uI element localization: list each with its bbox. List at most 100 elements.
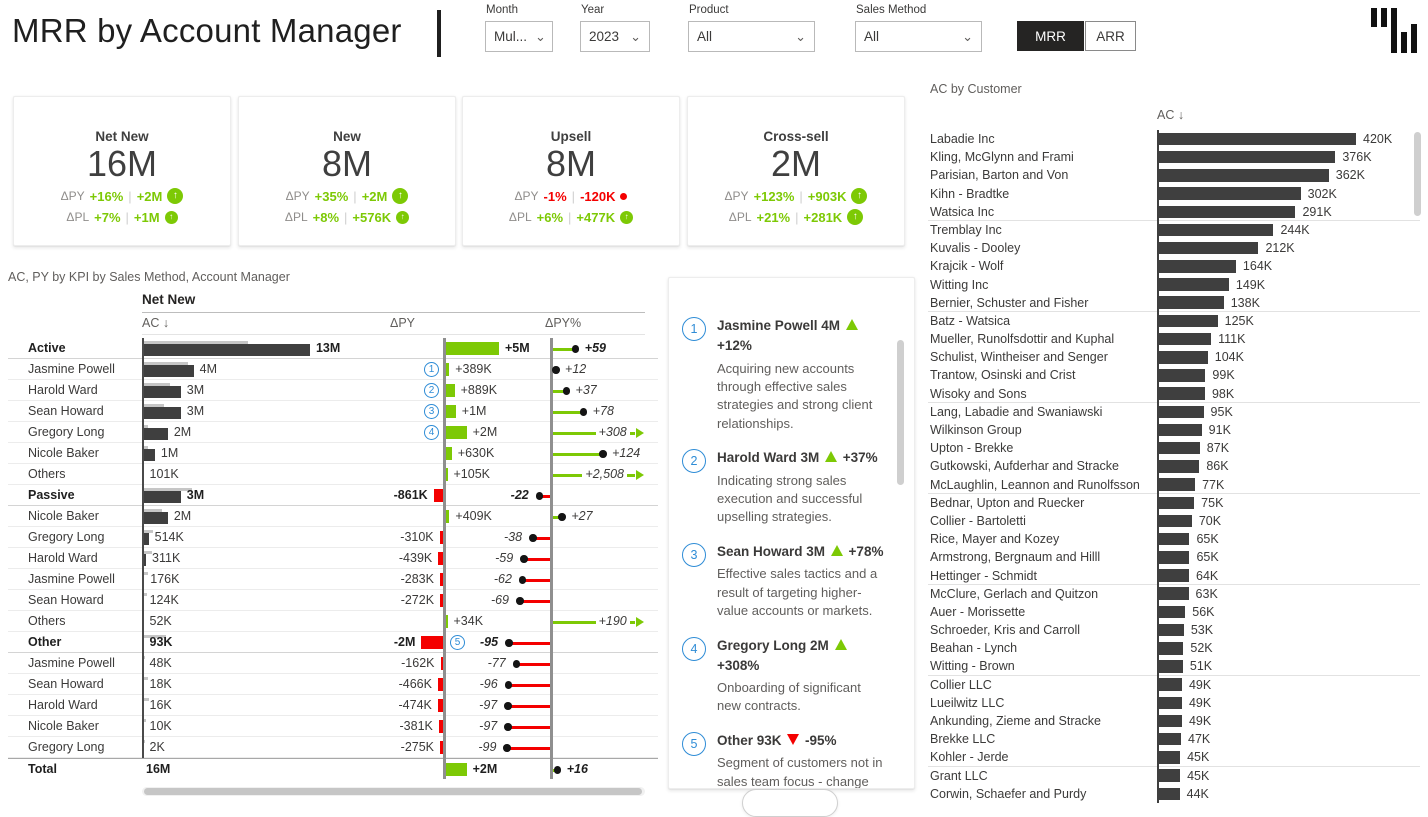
toggle-button-arr[interactable]: ARR <box>1085 21 1136 51</box>
pct-lollipop[interactable] <box>550 453 603 456</box>
customer-bar[interactable] <box>1159 150 1336 164</box>
customer-row[interactable]: Kling, McGlynn and Frami 376K <box>928 148 1420 166</box>
dpy-bar[interactable] <box>437 678 443 691</box>
ac-bar[interactable] <box>142 385 181 398</box>
customer-row[interactable]: Watsica Inc 291K <box>928 203 1420 221</box>
dpy-bar[interactable] <box>445 363 450 376</box>
customer-bar[interactable] <box>1159 169 1329 182</box>
ac-bar[interactable] <box>142 532 149 545</box>
customer-row[interactable]: Hettinger - Schmidt 64K <box>928 567 1420 585</box>
customer-bar[interactable] <box>1159 387 1205 400</box>
ac-bar[interactable] <box>142 364 194 377</box>
customer-row[interactable]: Trantow, Osinski and Crist 99K <box>928 366 1420 384</box>
customer-column-header-ac[interactable]: AC ↓ <box>1157 108 1185 122</box>
customer-row[interactable]: McClure, Gerlach and Quitzon 63K <box>928 585 1420 603</box>
toggle-button-mrr[interactable]: MRR <box>1017 21 1084 51</box>
py-bar[interactable] <box>142 445 148 449</box>
customer-row[interactable]: Labadie Inc 420K <box>928 130 1420 148</box>
ac-bar[interactable] <box>142 448 155 461</box>
dpy-bar[interactable] <box>445 468 448 481</box>
dpy-bar[interactable] <box>421 636 443 649</box>
page-nav-button[interactable] <box>742 789 838 817</box>
table-row[interactable]: Nicole Baker 1M +630K +124 <box>8 443 658 464</box>
customer-bar[interactable] <box>1159 714 1182 728</box>
pct-lollipop[interactable] <box>509 726 550 729</box>
pct-lollipop[interactable] <box>550 769 557 772</box>
customer-bar[interactable] <box>1159 532 1190 546</box>
customer-row[interactable]: Rice, Mayer and Kozey 65K <box>928 530 1420 548</box>
dpy-bar[interactable] <box>433 489 443 502</box>
insights-scrollbar-thumb[interactable] <box>897 340 904 485</box>
customer-bar[interactable] <box>1159 514 1192 528</box>
customer-bar[interactable] <box>1159 441 1200 455</box>
customer-bar[interactable] <box>1159 642 1184 655</box>
table-row[interactable]: Harold Ward 3M +889K 2 +37 <box>8 380 658 401</box>
customer-bar[interactable] <box>1159 769 1181 782</box>
table-row[interactable]: Other 93K -2M 5 -95 <box>8 632 658 653</box>
customer-row[interactable]: Kihn - Bradtke 302K <box>928 185 1420 203</box>
table-row[interactable]: Sean Howard 124K -272K -69 <box>8 590 658 611</box>
customer-bar[interactable] <box>1159 278 1229 291</box>
py-bar[interactable] <box>142 592 148 596</box>
customer-bar[interactable] <box>1159 496 1195 510</box>
customer-row[interactable]: Auer - Morissette 56K <box>928 603 1420 621</box>
pct-lollipop[interactable] <box>517 663 550 666</box>
dpy-bar[interactable] <box>438 720 443 733</box>
py-bar[interactable] <box>142 424 149 428</box>
table-row[interactable]: Harold Ward 16K -474K -97 <box>8 695 658 716</box>
pct-lollipop[interactable] <box>523 579 550 582</box>
dpy-bar[interactable] <box>440 657 443 670</box>
ac-bar[interactable] <box>142 490 181 503</box>
pct-lollipop[interactable] <box>525 558 550 561</box>
pct-lollipop[interactable] <box>540 495 550 498</box>
py-bar[interactable] <box>142 697 149 701</box>
customer-row[interactable]: Batz - Watsica 125K <box>928 312 1420 330</box>
pct-lollipop[interactable] <box>521 600 550 603</box>
ac-bar[interactable] <box>142 343 310 356</box>
py-bar[interactable] <box>142 382 171 386</box>
customer-row[interactable]: Krajcik - Wolf 164K <box>928 257 1420 275</box>
customer-row[interactable]: Lang, Labadie and Swaniawski 95K <box>928 403 1420 421</box>
customer-bar[interactable] <box>1159 678 1182 691</box>
customer-row[interactable]: Collier - Bartoletti 70K <box>928 512 1420 530</box>
filter-dropdown[interactable]: All ⌄ <box>688 21 815 52</box>
customer-scrollbar-thumb[interactable] <box>1414 132 1421 216</box>
dpy-bar[interactable] <box>445 615 448 628</box>
customer-row[interactable]: Witting - Brown 51K <box>928 657 1420 676</box>
customer-row[interactable]: Witting Inc 149K <box>928 276 1420 294</box>
dpy-bar[interactable] <box>445 510 450 523</box>
customer-bar[interactable] <box>1159 605 1186 619</box>
filter-dropdown[interactable]: All ⌄ <box>855 21 982 52</box>
pct-lollipop[interactable] <box>508 747 550 750</box>
filter-dropdown[interactable]: 2023 ⌄ <box>580 21 650 52</box>
dpy-bar[interactable] <box>445 447 452 460</box>
py-bar[interactable] <box>142 361 189 365</box>
customer-bar[interactable] <box>1159 751 1181 764</box>
table-row[interactable]: Jasmine Powell 176K -283K -62 <box>8 569 658 590</box>
table-row[interactable]: Gregory Long 514K -310K -38 <box>8 527 658 548</box>
table-row[interactable]: Sean Howard 3M +1M 3 +78 <box>8 401 658 422</box>
py-bar[interactable] <box>142 571 148 575</box>
dpy-bar[interactable] <box>438 552 443 565</box>
dpy-bar[interactable] <box>437 699 443 712</box>
py-bar[interactable] <box>142 508 163 512</box>
table-row[interactable]: Active 13M +5M +59 <box>8 338 658 359</box>
customer-row[interactable]: Wisoky and Sons 98K <box>928 385 1420 403</box>
pct-lollipop[interactable] <box>550 516 562 519</box>
table-row[interactable]: Nicole Baker 10K -381K -97 <box>8 716 658 737</box>
customer-bar[interactable] <box>1159 351 1208 364</box>
ac-bar[interactable] <box>142 406 181 419</box>
pct-overflow-line[interactable] <box>550 621 635 624</box>
dpy-bar[interactable] <box>445 342 499 355</box>
customer-row[interactable]: Lueilwitz LLC 49K <box>928 694 1420 712</box>
insight-marker-1[interactable]: 1 <box>424 361 439 377</box>
insight-marker-4[interactable]: 4 <box>424 424 439 440</box>
customer-row[interactable]: Bernier, Schuster and Fisher 138K <box>928 294 1420 312</box>
customer-bar[interactable] <box>1159 732 1182 746</box>
table-row[interactable]: Passive 3M -861K -22 <box>8 485 658 506</box>
py-bar[interactable] <box>142 550 152 554</box>
py-bar[interactable] <box>142 634 167 638</box>
customer-bar[interactable] <box>1159 569 1190 582</box>
customer-bar[interactable] <box>1159 696 1182 710</box>
pct-lollipop[interactable] <box>550 348 575 351</box>
